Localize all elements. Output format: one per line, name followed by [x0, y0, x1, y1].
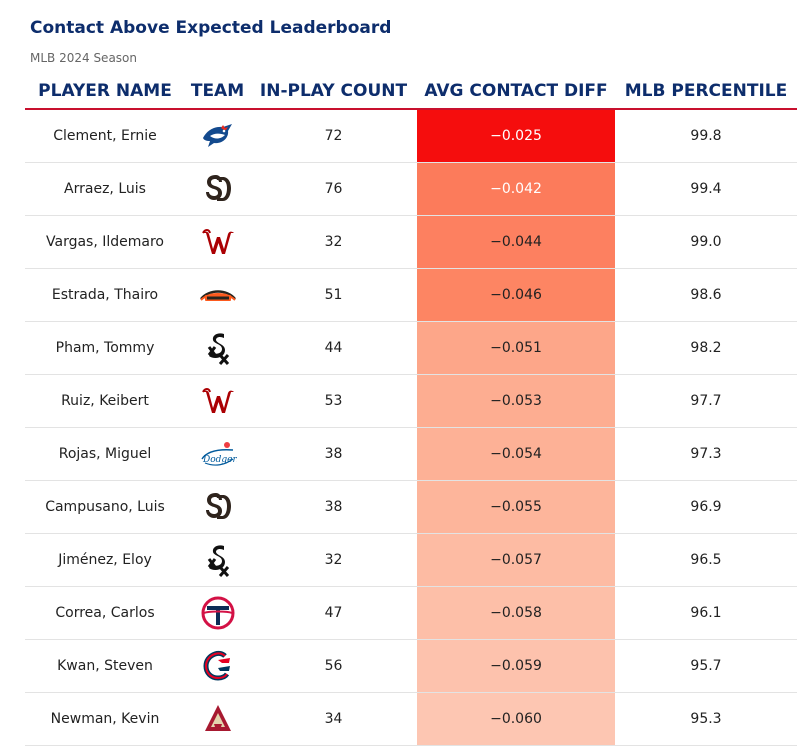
mlb-percentile-cell: 97.7 [615, 374, 797, 428]
player-name-cell: Clement, Ernie [25, 109, 185, 163]
avg-contact-diff-cell: −0.042 [417, 162, 615, 216]
svg-text:Dodgers: Dodgers [202, 455, 237, 465]
table-row[interactable]: Kwan, Steven 56 −0.059 95.7 [25, 639, 797, 693]
team-cell [185, 586, 250, 640]
in-play-count-cell: 34 [250, 692, 417, 746]
avg-contact-diff-cell: −0.059 [417, 639, 615, 693]
white-sox-logo-icon [203, 331, 233, 365]
player-name-cell: Pham, Tommy [25, 321, 185, 375]
in-play-count-cell: 56 [250, 639, 417, 693]
team-cell [185, 692, 250, 746]
padres-logo-icon [203, 490, 233, 524]
in-play-count-cell: 38 [250, 427, 417, 481]
team-cell [185, 533, 250, 587]
avg-contact-diff-cell: −0.054 [417, 427, 615, 481]
team-cell [185, 480, 250, 534]
leaderboard-table: PLAYER NAME TEAM IN-PLAY COUNT AVG CONTA… [25, 74, 797, 746]
player-name-cell: Rojas, Miguel [25, 427, 185, 481]
chart-title: Contact Above Expected Leaderboard [30, 18, 392, 38]
column-header-mlb-percentile[interactable]: MLB PERCENTILE [615, 74, 797, 110]
player-name-cell: Newman, Kevin [25, 692, 185, 746]
player-name-cell: Arraez, Luis [25, 162, 185, 216]
avg-contact-diff-cell: −0.044 [417, 215, 615, 269]
team-cell [185, 109, 250, 163]
column-header-in-play-count[interactable]: IN-PLAY COUNT [250, 74, 417, 110]
table-row[interactable]: Estrada, Thairo 51 −0.046 98.6 [25, 268, 797, 322]
mlb-percentile-cell: 96.1 [615, 586, 797, 640]
mlb-percentile-cell: 99.4 [615, 162, 797, 216]
mlb-percentile-cell: 97.3 [615, 427, 797, 481]
team-cell [185, 374, 250, 428]
avg-contact-diff-cell: −0.057 [417, 533, 615, 587]
padres-logo-icon [203, 172, 233, 206]
in-play-count-cell: 44 [250, 321, 417, 375]
player-name-cell: Ruiz, Keibert [25, 374, 185, 428]
header-row: PLAYER NAME TEAM IN-PLAY COUNT AVG CONTA… [25, 74, 797, 110]
in-play-count-cell: 38 [250, 480, 417, 534]
avg-contact-diff-cell: −0.025 [417, 109, 615, 163]
in-play-count-cell: 51 [250, 268, 417, 322]
table-row[interactable]: Jiménez, Eloy 32 −0.057 96.5 [25, 533, 797, 587]
chart-subtitle: MLB 2024 Season [30, 51, 137, 65]
diamondbacks-logo-icon [203, 703, 233, 735]
player-name-cell: Correa, Carlos [25, 586, 185, 640]
table-row[interactable]: Pham, Tommy 44 −0.051 98.2 [25, 321, 797, 375]
table-body: Clement, Ernie 72 −0.025 99.8 Arraez, Luis 76… [25, 109, 797, 746]
column-header-team[interactable]: TEAM [185, 74, 250, 110]
mlb-percentile-cell: 99.0 [615, 215, 797, 269]
player-name-cell: Kwan, Steven [25, 639, 185, 693]
player-name-cell: Vargas, Ildemaro [25, 215, 185, 269]
white-sox-logo-icon [203, 543, 233, 577]
player-name-cell: Estrada, Thairo [25, 268, 185, 322]
nationals-logo-icon [200, 385, 236, 417]
column-header-player-name[interactable]: PLAYER NAME [25, 74, 185, 110]
mlb-percentile-cell: 96.9 [615, 480, 797, 534]
table-row[interactable]: Ruiz, Keibert 53 −0.053 97.7 [25, 374, 797, 428]
avg-contact-diff-cell: −0.051 [417, 321, 615, 375]
in-play-count-cell: 32 [250, 533, 417, 587]
in-play-count-cell: 53 [250, 374, 417, 428]
in-play-count-cell: 32 [250, 215, 417, 269]
nationals-logo-icon [200, 226, 236, 258]
avg-contact-diff-cell: −0.058 [417, 586, 615, 640]
mlb-percentile-cell: 98.2 [615, 321, 797, 375]
mlb-percentile-cell: 95.7 [615, 639, 797, 693]
team-cell [185, 268, 250, 322]
guardians-logo-icon [201, 650, 235, 682]
team-cell: Dodgers [185, 427, 250, 481]
table-row[interactable]: Vargas, Ildemaro 32 −0.044 99.0 [25, 215, 797, 269]
avg-contact-diff-cell: −0.055 [417, 480, 615, 534]
table-row[interactable]: Campusano, Luis 38 −0.055 96.9 [25, 480, 797, 534]
player-name-cell: Jiménez, Eloy [25, 533, 185, 587]
avg-contact-diff-cell: −0.053 [417, 374, 615, 428]
dodgers-logo-icon: Dodgers [199, 439, 237, 469]
table-row[interactable]: Correa, Carlos 47 −0.058 96.1 [25, 586, 797, 640]
team-cell [185, 215, 250, 269]
twins-logo-icon [201, 596, 235, 630]
avg-contact-diff-cell: −0.046 [417, 268, 615, 322]
table-row[interactable]: Clement, Ernie 72 −0.025 99.8 [25, 109, 797, 163]
team-cell [185, 639, 250, 693]
table-row[interactable]: Arraez, Luis 76 −0.042 99.4 [25, 162, 797, 216]
table-row[interactable]: Newman, Kevin 34 −0.060 95.3 [25, 692, 797, 746]
giants-logo-icon [199, 287, 237, 303]
in-play-count-cell: 72 [250, 109, 417, 163]
blue-jays-logo-icon [201, 122, 235, 150]
avg-contact-diff-cell: −0.060 [417, 692, 615, 746]
player-name-cell: Campusano, Luis [25, 480, 185, 534]
column-header-avg-contact-diff[interactable]: AVG CONTACT DIFF [417, 74, 615, 110]
in-play-count-cell: 76 [250, 162, 417, 216]
in-play-count-cell: 47 [250, 586, 417, 640]
mlb-percentile-cell: 98.6 [615, 268, 797, 322]
mlb-percentile-cell: 99.8 [615, 109, 797, 163]
mlb-percentile-cell: 96.5 [615, 533, 797, 587]
mlb-percentile-cell: 95.3 [615, 692, 797, 746]
team-cell [185, 162, 250, 216]
team-cell [185, 321, 250, 375]
